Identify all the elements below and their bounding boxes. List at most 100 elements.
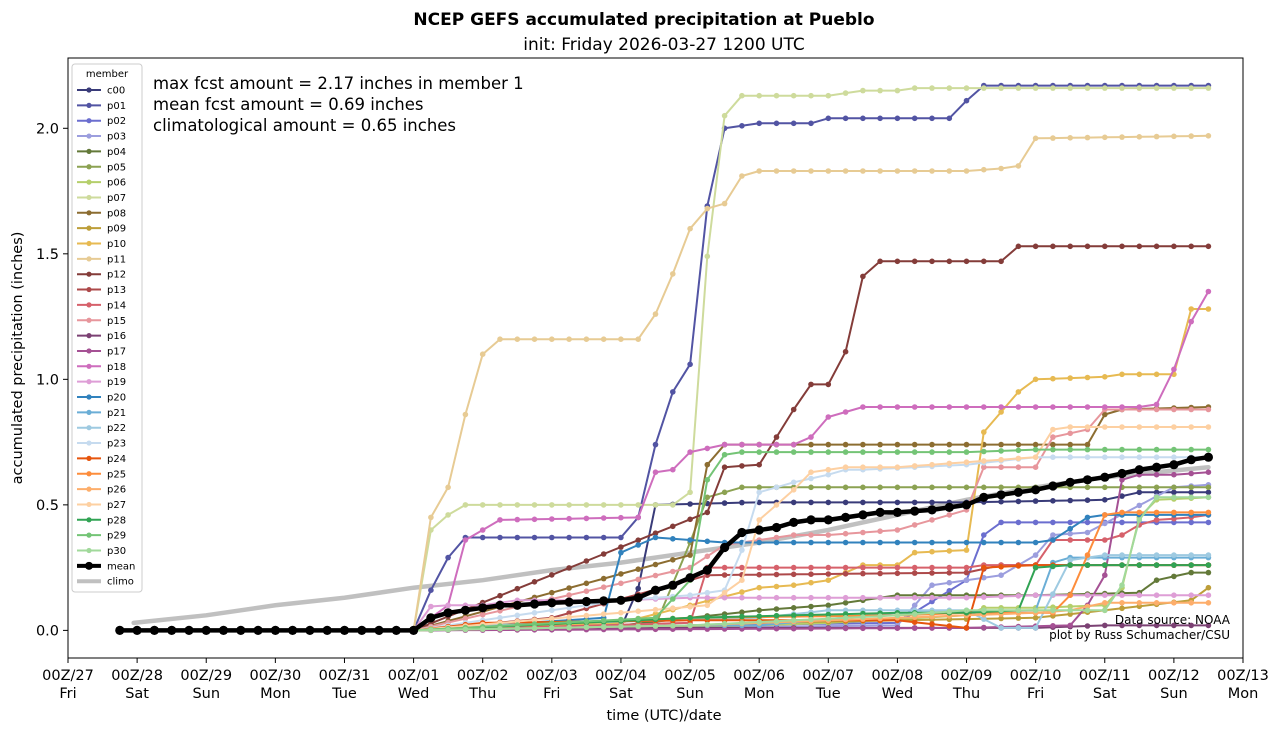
- data-point: [566, 592, 572, 598]
- data-point: [1136, 424, 1143, 430]
- data-point: [981, 574, 987, 581]
- data-point: [1205, 509, 1212, 516]
- data-point: [322, 625, 332, 636]
- data-point: [946, 85, 953, 91]
- data-point: [998, 593, 1004, 600]
- data-point: [618, 544, 624, 550]
- data-point: [1171, 489, 1177, 496]
- data-point: [1136, 404, 1143, 410]
- data-point: [790, 617, 797, 624]
- data-point: [687, 516, 693, 523]
- data-point: [1015, 563, 1022, 569]
- data-point: [963, 441, 970, 448]
- data-point: [790, 564, 797, 571]
- data-point: [652, 502, 659, 508]
- data-point: [1084, 514, 1091, 521]
- legend-marker: [86, 118, 92, 124]
- data-point: [495, 600, 505, 610]
- data-point: [929, 582, 935, 588]
- data-point: [790, 479, 797, 486]
- data-point: [808, 484, 814, 491]
- data-point: [929, 115, 935, 122]
- data-point: [808, 499, 814, 506]
- data-point: [1067, 622, 1073, 629]
- legend-label: p11: [107, 254, 126, 265]
- data-point: [860, 625, 866, 632]
- data-point: [1188, 509, 1194, 516]
- data-point: [790, 625, 797, 632]
- legend-title: member: [86, 69, 129, 80]
- legend-item-p08: p08: [77, 208, 126, 219]
- data-point: [1067, 424, 1073, 430]
- data-point: [1119, 85, 1125, 91]
- data-point: [946, 258, 953, 265]
- data-point: [808, 441, 814, 448]
- x-tick-day-label: Sat: [1093, 686, 1117, 702]
- legend-marker: [86, 87, 92, 93]
- data-point: [1203, 452, 1213, 462]
- data-point: [704, 553, 711, 560]
- data-point: [512, 600, 522, 610]
- data-point: [1153, 562, 1160, 568]
- data-point: [687, 537, 693, 543]
- data-point: [877, 404, 883, 410]
- data-point: [1050, 498, 1056, 504]
- data-point: [808, 475, 814, 482]
- data-point: [1153, 517, 1160, 523]
- data-point: [549, 615, 555, 622]
- data-point: [566, 624, 572, 631]
- data-point: [1119, 532, 1125, 538]
- data-point: [704, 205, 711, 212]
- series-layer: [115, 82, 1213, 636]
- data-point: [635, 608, 641, 614]
- data-point: [894, 404, 901, 410]
- data-point: [929, 258, 935, 265]
- data-point: [773, 484, 780, 491]
- data-point: [704, 253, 711, 260]
- plot-area: 00Z/27 Fri 00Z/28 Sat 00Z/29 Sun 00Z/30 Mon 00Z/…: [36, 57, 1269, 702]
- y-axis-label: accumulated precipitation (inches): [10, 232, 26, 485]
- data-point: [1205, 306, 1212, 312]
- data-point: [825, 564, 832, 571]
- data-point: [704, 477, 711, 483]
- data-point: [894, 612, 901, 619]
- x-tick-label: 00Z/08: [872, 668, 924, 684]
- legend-item-p02: p02: [77, 116, 126, 127]
- data-point: [721, 564, 728, 571]
- data-point: [911, 522, 918, 528]
- data-point: [549, 336, 555, 343]
- data-point: [1102, 243, 1108, 250]
- x-tick-label: 00Z/12: [1148, 668, 1200, 684]
- data-point: [841, 512, 851, 523]
- data-point: [704, 538, 711, 545]
- x-tick-day-label: Sat: [125, 686, 149, 702]
- x-tick-label: 00Z/03: [526, 668, 578, 684]
- data-point: [652, 594, 659, 601]
- legend-marker: [86, 532, 92, 538]
- data-point: [825, 414, 832, 420]
- data-point: [773, 571, 780, 578]
- data-point: [721, 200, 728, 207]
- data-point: [1084, 519, 1091, 526]
- legend-marker: [86, 425, 92, 431]
- data-point: [911, 449, 918, 455]
- data-point: [1102, 134, 1108, 141]
- legend-marker: [86, 179, 92, 185]
- data-point: [790, 449, 797, 455]
- data-point: [739, 441, 745, 448]
- data-point: [1205, 569, 1212, 576]
- data-point: [1102, 572, 1108, 578]
- data-point: [1015, 389, 1022, 395]
- data-point: [721, 572, 728, 578]
- data-point: [1084, 85, 1091, 91]
- x-tick-day-label: Sat: [609, 686, 633, 702]
- data-point: [911, 570, 918, 576]
- data-point: [1100, 472, 1110, 482]
- data-point: [670, 271, 676, 277]
- data-point: [1050, 441, 1056, 448]
- data-point: [428, 627, 434, 633]
- data-point: [946, 460, 953, 467]
- legend-item-c00: c00: [77, 86, 125, 97]
- data-point: [842, 449, 849, 455]
- data-point: [1188, 519, 1194, 526]
